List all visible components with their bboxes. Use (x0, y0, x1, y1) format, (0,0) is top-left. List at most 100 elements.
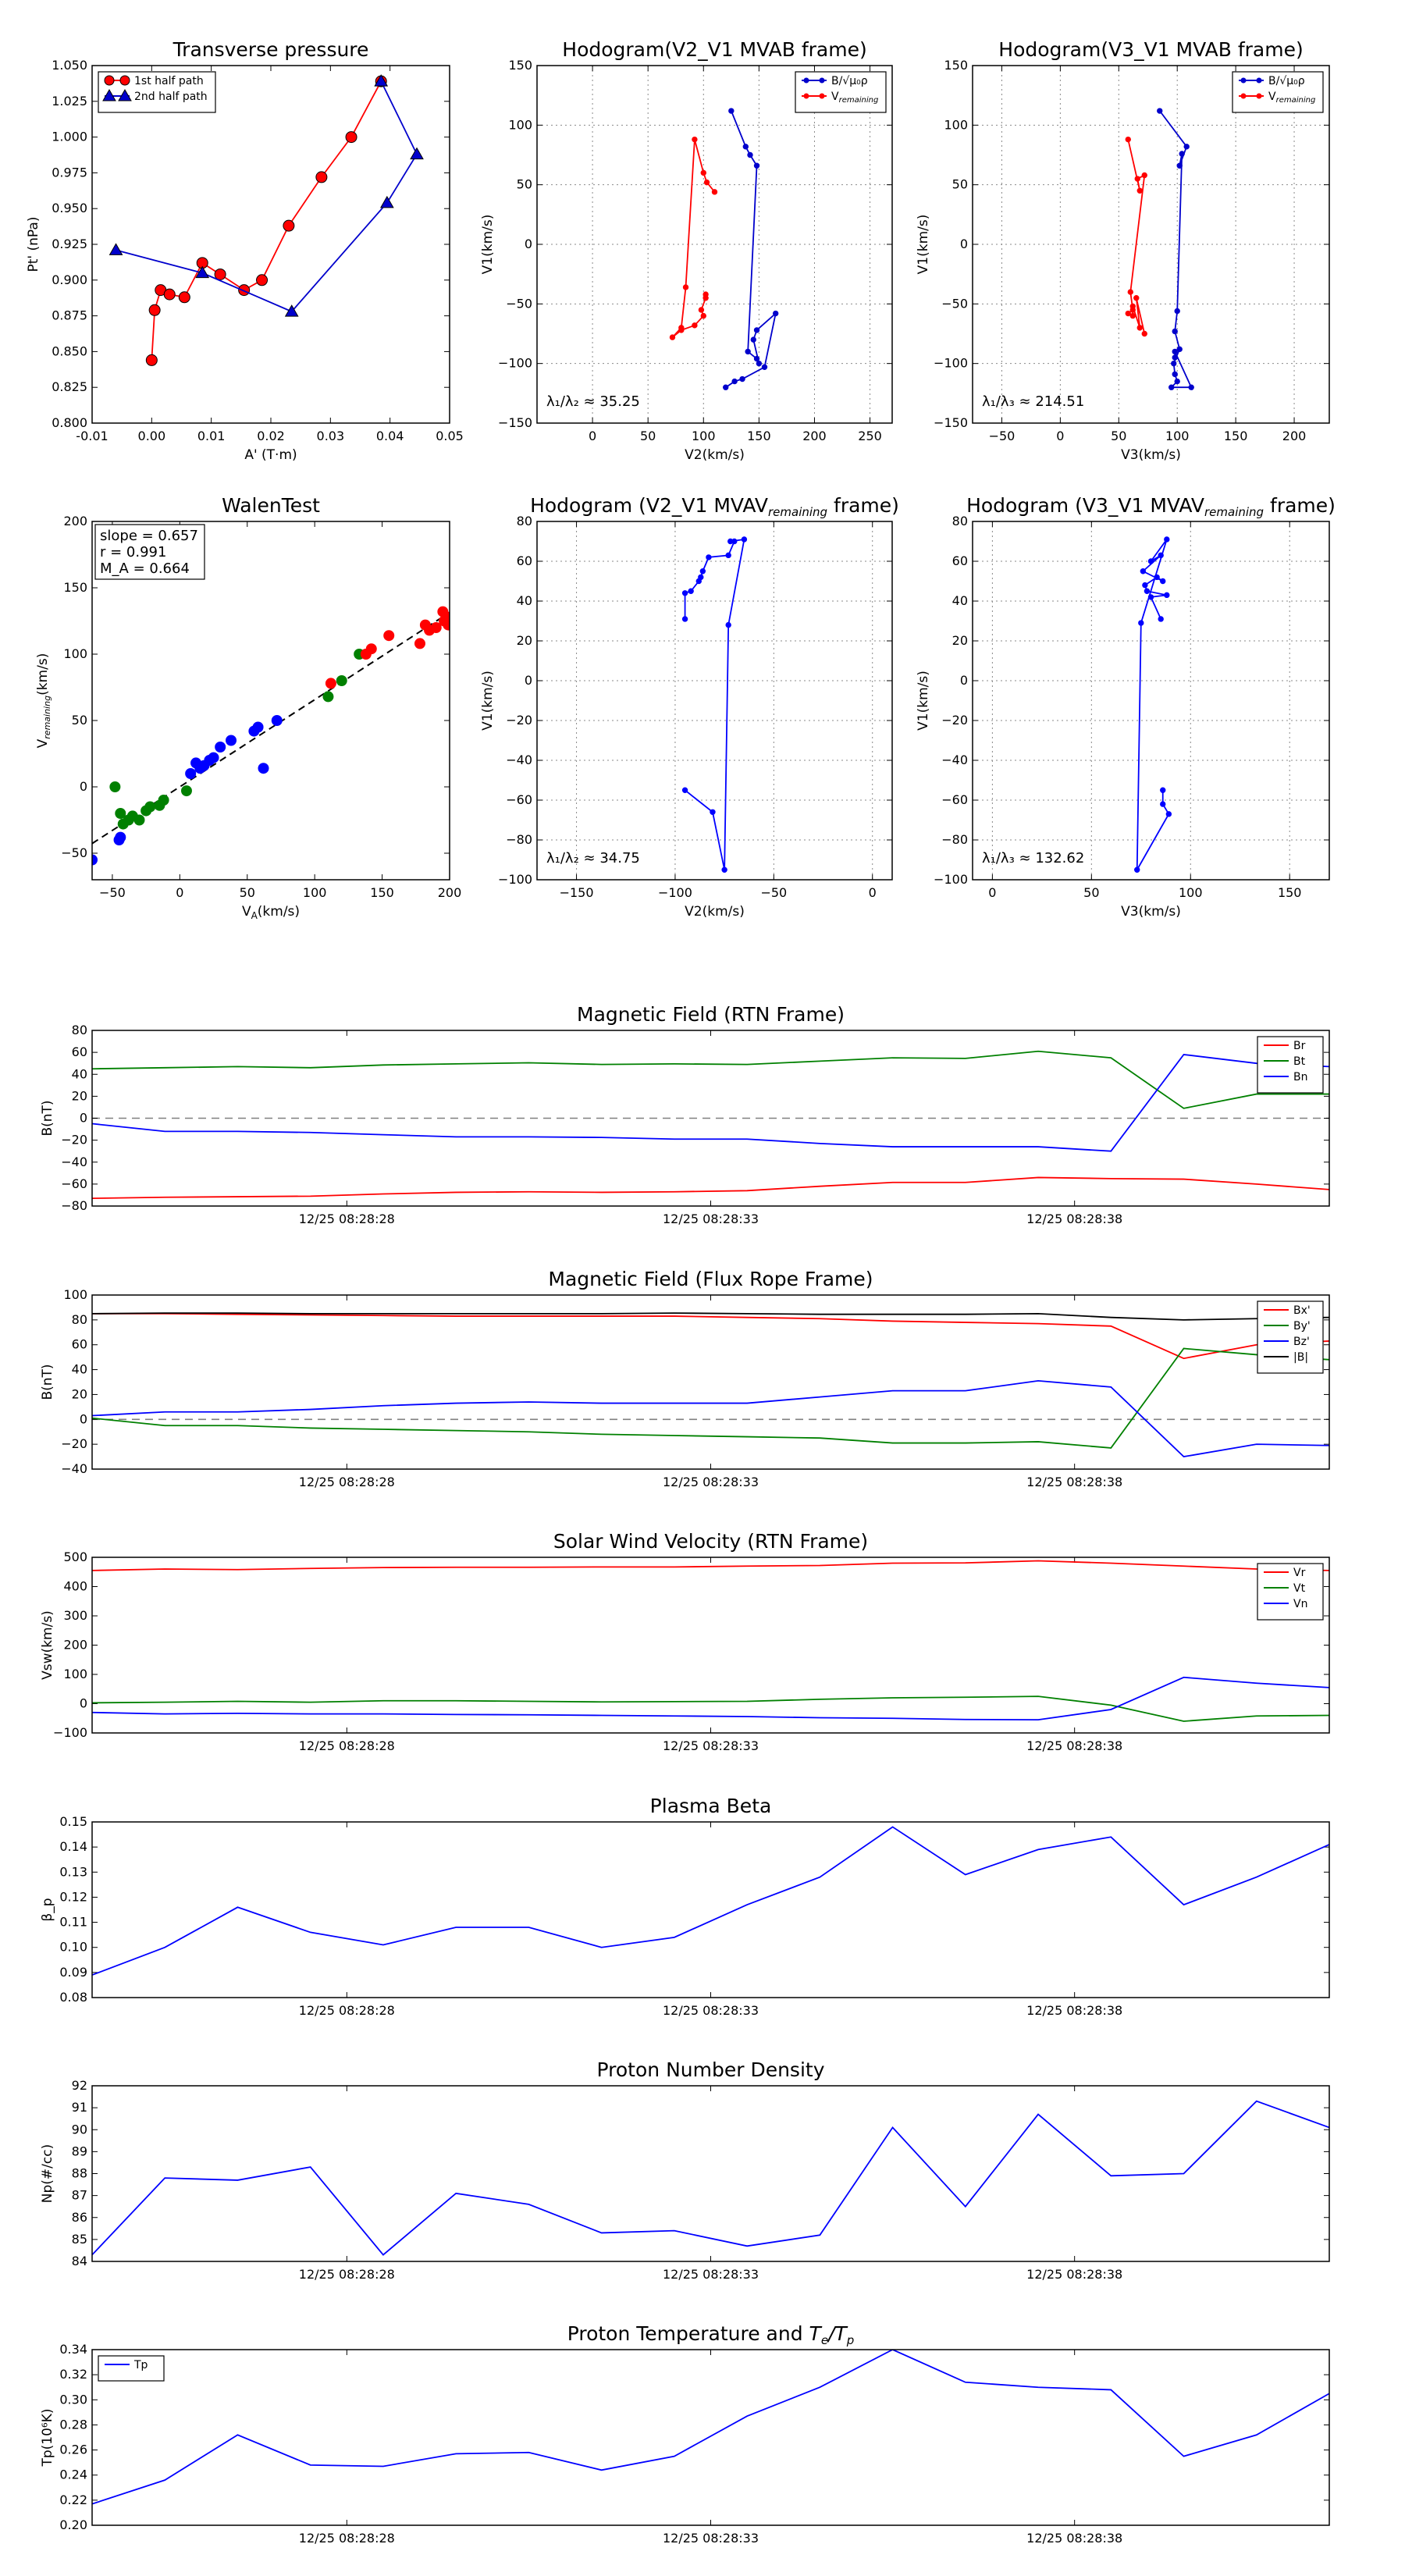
legend-label: Vt (1293, 1582, 1306, 1595)
data-point (1164, 592, 1170, 599)
series-line-b (1159, 110, 1193, 389)
data-point (1138, 620, 1144, 626)
data-point (379, 195, 394, 208)
data-point (1157, 108, 1163, 114)
data-point (1129, 303, 1136, 310)
y-tick-label: 0.950 (52, 201, 87, 215)
y-tick-label: 0.13 (59, 1864, 87, 1879)
y-tick-label: 0.925 (52, 237, 87, 251)
data-point (1142, 582, 1148, 589)
y-tick-label: 0 (80, 1411, 87, 1426)
x-tick-label: 50 (640, 429, 656, 443)
y-tick-label: 100 (944, 117, 968, 132)
legend-marker (102, 88, 116, 101)
y-tick-label: 100 (508, 117, 532, 132)
y-tick-label: 0 (960, 673, 968, 688)
data-point (322, 691, 334, 703)
y-tick-label: 90 (72, 2122, 87, 2137)
x-tick-label: 200 (1282, 429, 1307, 443)
x-tick-label: 12/25 08:28:33 (663, 2003, 759, 2018)
title-part: Hodogram (V3_V1 MVAV (966, 494, 1204, 517)
x-tick-label: 12/25 08:28:28 (299, 2531, 395, 2546)
data-point (1172, 371, 1178, 378)
label-part: remaining (42, 696, 52, 739)
data-point (133, 814, 145, 826)
y-tick-label: 40 (517, 593, 532, 608)
x-tick-label: 200 (802, 429, 827, 443)
x-tick-label: 12/25 08:28:38 (1026, 2003, 1122, 2018)
data-point (414, 638, 425, 649)
data-point (723, 384, 729, 390)
series-line-bx (92, 1312, 1329, 1360)
data-point (721, 866, 727, 873)
legend-marker (104, 75, 115, 86)
legend-marker (803, 93, 809, 99)
legend-label: Vremaining (831, 91, 878, 105)
data-point (1129, 312, 1136, 319)
legend-label: B/√μ₀ρ (1268, 75, 1305, 87)
y-tick-label: −150 (934, 415, 968, 430)
y-tick-label: 20 (952, 633, 968, 648)
title-part: frame) (1264, 494, 1336, 517)
data-point (145, 354, 158, 366)
legend-label: By' (1293, 1320, 1311, 1332)
chart-magnetic_field_rtn: 12/25 08:28:28 12/25 08:28:33 12/25 08:28:… (40, 1003, 1330, 1226)
data-point (1176, 162, 1183, 169)
label-part: (km/s) (35, 653, 51, 696)
data-point (148, 304, 161, 316)
legend-label: 2nd half path (134, 91, 208, 103)
title-part: frame) (827, 494, 899, 517)
title-part: e (821, 2333, 828, 2347)
y-tick-label: 92 (72, 2078, 87, 2093)
series-line-br (92, 1176, 1329, 1200)
chart-title: Plasma Beta (650, 1795, 772, 1817)
chart-title: WalenTest (222, 494, 320, 517)
x-tick-label: 12/25 08:28:28 (299, 1475, 395, 1489)
x-axis-label: V2(km/s) (685, 904, 745, 920)
series-line-tp (92, 2350, 1329, 2505)
legend-label: Br (1293, 1040, 1306, 1052)
eigenvalue-ratio-annotation: λ₁/λ₃ ≈ 132.62 (982, 850, 1084, 866)
data-point (1172, 354, 1178, 361)
y-tick-label: 84 (72, 2254, 87, 2268)
y-tick-label: −80 (61, 1198, 87, 1213)
legend-marker (1240, 93, 1247, 99)
y-tick-label: 1.050 (52, 58, 87, 73)
data-point (365, 643, 377, 655)
y-tick-label: 200 (63, 514, 87, 528)
data-point (283, 219, 295, 232)
y-tick-label: 0.24 (59, 2467, 87, 2482)
title-part: remaining (768, 505, 827, 519)
y-tick-label: 0.22 (59, 2492, 87, 2507)
data-point (185, 768, 197, 779)
legend-label: Bx' (1293, 1304, 1311, 1317)
stats-box (94, 524, 205, 580)
series-line-vt (92, 1695, 1329, 1722)
x-tick-label: 12/25 08:28:33 (663, 1212, 759, 1226)
data-point (115, 831, 126, 843)
data-point (1144, 588, 1151, 594)
y-tick-label: 0.34 (59, 2342, 87, 2357)
x-tick-label: 100 (692, 429, 716, 443)
plot-area (92, 606, 450, 866)
y-tick-label: 0.825 (52, 379, 87, 394)
label-part: V (242, 904, 251, 920)
x-tick-label: 12/25 08:28:33 (663, 1738, 759, 1753)
y-tick-label: 0.11 (59, 1915, 87, 1930)
title-part: p (846, 2333, 855, 2347)
y-tick-label: 20 (72, 1386, 87, 1401)
y-tick-label: 50 (72, 713, 87, 728)
plot-area (92, 1826, 1329, 1976)
plot-frame (91, 1294, 1330, 1470)
x-tick-label: 150 (1224, 429, 1248, 443)
chart-proton_temperature: 12/25 08:28:28 12/25 08:28:33 12/25 08:28:… (40, 2322, 1330, 2546)
data-point (706, 554, 712, 560)
legend-marker (1256, 93, 1262, 99)
x-tick-label: 0.04 (376, 429, 404, 443)
data-point (678, 327, 685, 333)
data-point (725, 552, 731, 559)
legend-label: Bn (1293, 1071, 1307, 1083)
y-tick-label: −40 (61, 1155, 87, 1169)
label-part: A (251, 910, 258, 921)
y-tick-label: −100 (934, 872, 968, 887)
